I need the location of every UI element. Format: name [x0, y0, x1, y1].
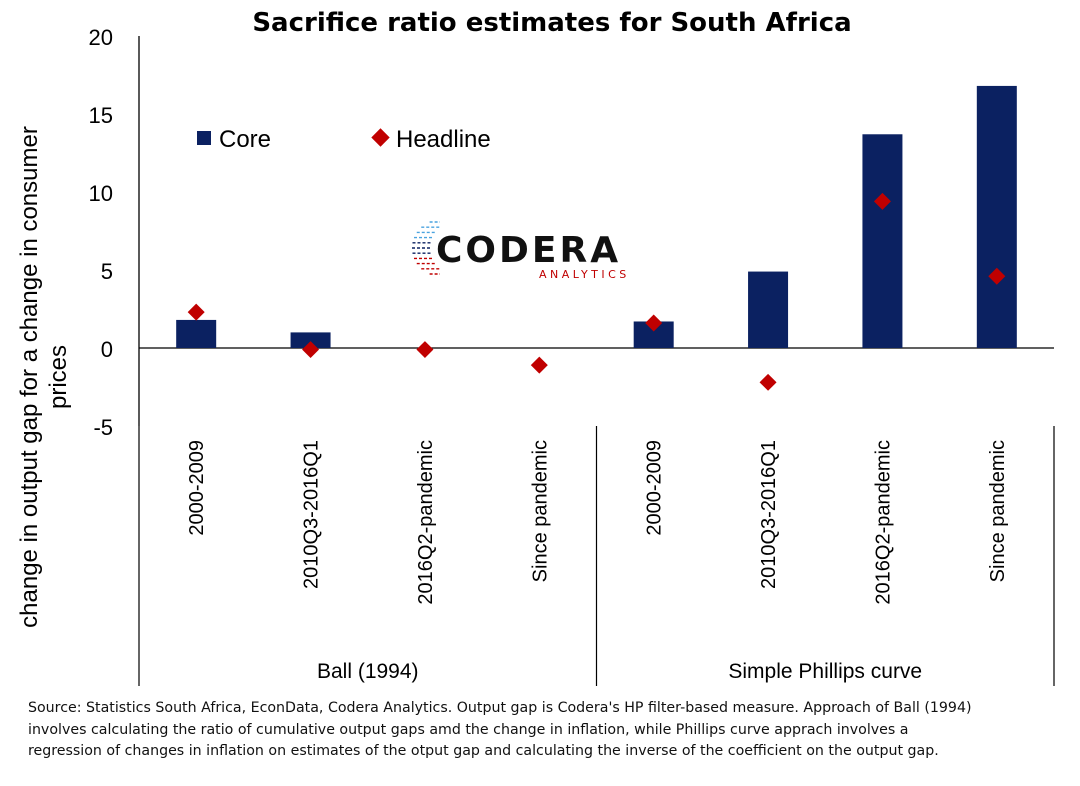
- core-bar: [862, 134, 903, 348]
- core-bar: [176, 319, 217, 348]
- headline-marker: [530, 356, 548, 374]
- category-labels: 2000-2009 2010Q3-2016Q1 2016Q2-pandemic Sin…: [186, 440, 1009, 605]
- y-axis-label-line1: change in output gap for a change in con…: [16, 126, 43, 628]
- headline-marker: [988, 267, 1006, 285]
- y-tick-label: 20: [89, 25, 113, 50]
- source-line-3: regression of changes in inflation on es…: [28, 743, 939, 759]
- category-label: Since pandemic: [529, 440, 551, 582]
- markers: [187, 192, 1006, 391]
- core-bar: [976, 85, 1017, 349]
- source-line-1: Source: Statistics South Africa, EconDat…: [28, 700, 972, 716]
- category-label: 2016Q2-pandemic: [415, 440, 437, 605]
- headline-marker: [302, 341, 320, 359]
- category-label: 2000-2009: [644, 440, 666, 536]
- legend: Core Headline: [197, 126, 491, 153]
- logo-subtitle: ANALYTICS: [539, 268, 630, 281]
- y-tick-labels: 20 15 10 5 0 -5: [89, 25, 113, 440]
- codera-logo: CODERA ANALYTICS: [412, 221, 630, 281]
- headline-marker: [416, 341, 434, 359]
- legend-core-swatch: [197, 131, 211, 145]
- category-label: 2010Q3-2016Q1: [758, 440, 780, 589]
- category-label: 2000-2009: [186, 440, 208, 536]
- y-tick-label: 5: [101, 259, 113, 284]
- headline-marker: [187, 303, 205, 321]
- y-tick-label: 10: [89, 181, 113, 206]
- group-labels: Ball (1994) Simple Phillips curve: [317, 660, 922, 683]
- group-label: Ball (1994): [317, 660, 419, 683]
- core-bar: [290, 332, 331, 348]
- category-label: 2010Q3-2016Q1: [301, 440, 323, 589]
- source-line-2: involves calculating the ratio of cumula…: [28, 721, 909, 738]
- source-note: Source: Statistics South Africa, EconDat…: [28, 698, 1058, 763]
- legend-headline-label: Headline: [396, 126, 491, 153]
- headline-marker: [645, 314, 663, 332]
- logo-wordmark: CODERA: [436, 230, 621, 271]
- legend-headline-marker: [371, 128, 390, 147]
- headline-marker: [759, 373, 777, 391]
- category-label: Since pandemic: [987, 440, 1009, 582]
- logo-emblem: [412, 221, 440, 275]
- y-tick-label: -5: [93, 415, 113, 440]
- y-tick-label: 15: [89, 103, 113, 128]
- group-label: Simple Phillips curve: [728, 660, 922, 683]
- bars: [176, 85, 1017, 349]
- y-tick-label: 0: [101, 337, 113, 362]
- axes: [138, 36, 1055, 686]
- core-bar: [748, 271, 789, 348]
- y-axis-label-line2: prices: [45, 345, 72, 409]
- headline-marker: [873, 192, 891, 210]
- category-label: 2016Q2-pandemic: [872, 440, 894, 605]
- legend-core-label: Core: [219, 126, 271, 153]
- chart-title: Sacrifice ratio estimates for South Afri…: [252, 8, 851, 38]
